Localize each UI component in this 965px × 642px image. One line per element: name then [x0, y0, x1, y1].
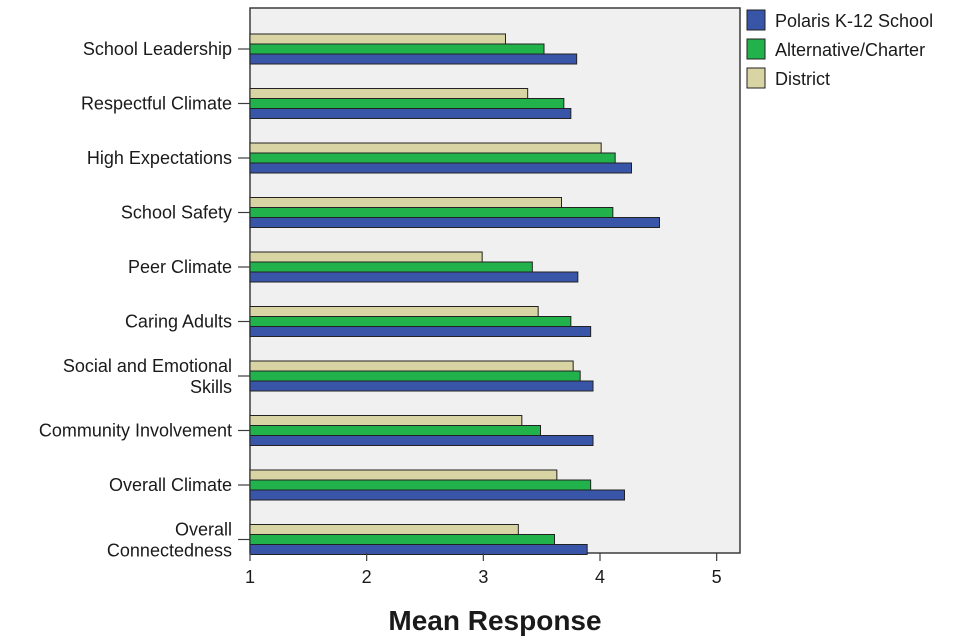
bar-alternative-charter-0 — [249, 43, 545, 55]
y-tick-label: School Leadership — [83, 39, 232, 59]
legend-swatch-alternative-charter — [746, 38, 766, 60]
bar-alternative-charter-3 — [249, 207, 614, 218]
legend-label-alternative-charter: Alternative/Charter — [775, 40, 925, 60]
bar-polaris-k-12-school-7 — [249, 435, 594, 446]
x-tick-label: 5 — [712, 567, 722, 587]
y-tick-label: Overall — [175, 520, 232, 540]
bar-district-4 — [249, 251, 483, 263]
x-axis-label: Mean Response — [388, 605, 601, 636]
legend-label-district: District — [775, 69, 830, 89]
y-tick-label: Caring Adults — [125, 312, 232, 332]
bar-district-0 — [249, 33, 506, 45]
bar-alternative-charter-9 — [249, 534, 555, 545]
x-tick-label: 3 — [478, 567, 488, 587]
bar-alternative-charter-1 — [249, 98, 565, 109]
bar-polaris-k-12-school-5 — [249, 326, 592, 337]
legend-swatch-district — [746, 67, 766, 89]
bar-polaris-k-12-school-3 — [249, 217, 660, 228]
y-tick-label: Respectful Climate — [81, 94, 232, 114]
y-tick-label: High Expectations — [87, 148, 232, 168]
bar-district-8 — [249, 469, 558, 481]
bar-alternative-charter-6 — [249, 370, 581, 382]
bar-alternative-charter-7 — [249, 425, 541, 436]
y-tick-label: Overall Climate — [109, 475, 232, 495]
bar-district-5 — [249, 306, 539, 317]
y-tick-label: Peer Climate — [128, 257, 232, 277]
bar-polaris-k-12-school-2 — [249, 162, 632, 174]
bar-district-9 — [249, 524, 519, 535]
bar-polaris-k-12-school-0 — [249, 53, 578, 65]
y-tick-label: Social and Emotional — [63, 356, 232, 376]
bar-alternative-charter-5 — [249, 316, 572, 327]
bar-district-2 — [249, 142, 602, 154]
y-tick-label: School Safety — [121, 203, 232, 223]
bar-polaris-k-12-school-8 — [249, 489, 625, 501]
bar-district-3 — [249, 197, 562, 208]
x-tick-label: 2 — [362, 567, 372, 587]
bar-polaris-k-12-school-1 — [249, 108, 572, 119]
bar-alternative-charter-8 — [249, 479, 592, 491]
y-tick-label: Connectedness — [107, 541, 232, 561]
bar-district-7 — [249, 415, 523, 426]
legend-swatch-polaris-k-12-school — [746, 9, 766, 31]
bar-alternative-charter-4 — [249, 261, 533, 273]
bar-district-6 — [249, 360, 574, 372]
bar-polaris-k-12-school-9 — [249, 544, 588, 555]
bar-district-1 — [249, 88, 529, 99]
x-tick-label: 4 — [595, 567, 605, 587]
x-tick-label: 1 — [245, 567, 255, 587]
legend-label-polaris-k-12-school: Polaris K-12 School — [775, 11, 933, 31]
bar-polaris-k-12-school-4 — [249, 271, 579, 283]
y-tick-label: Skills — [190, 377, 232, 397]
bar-alternative-charter-2 — [249, 152, 616, 164]
bar-polaris-k-12-school-6 — [249, 380, 594, 392]
y-tick-label: Community Involvement — [39, 421, 232, 441]
